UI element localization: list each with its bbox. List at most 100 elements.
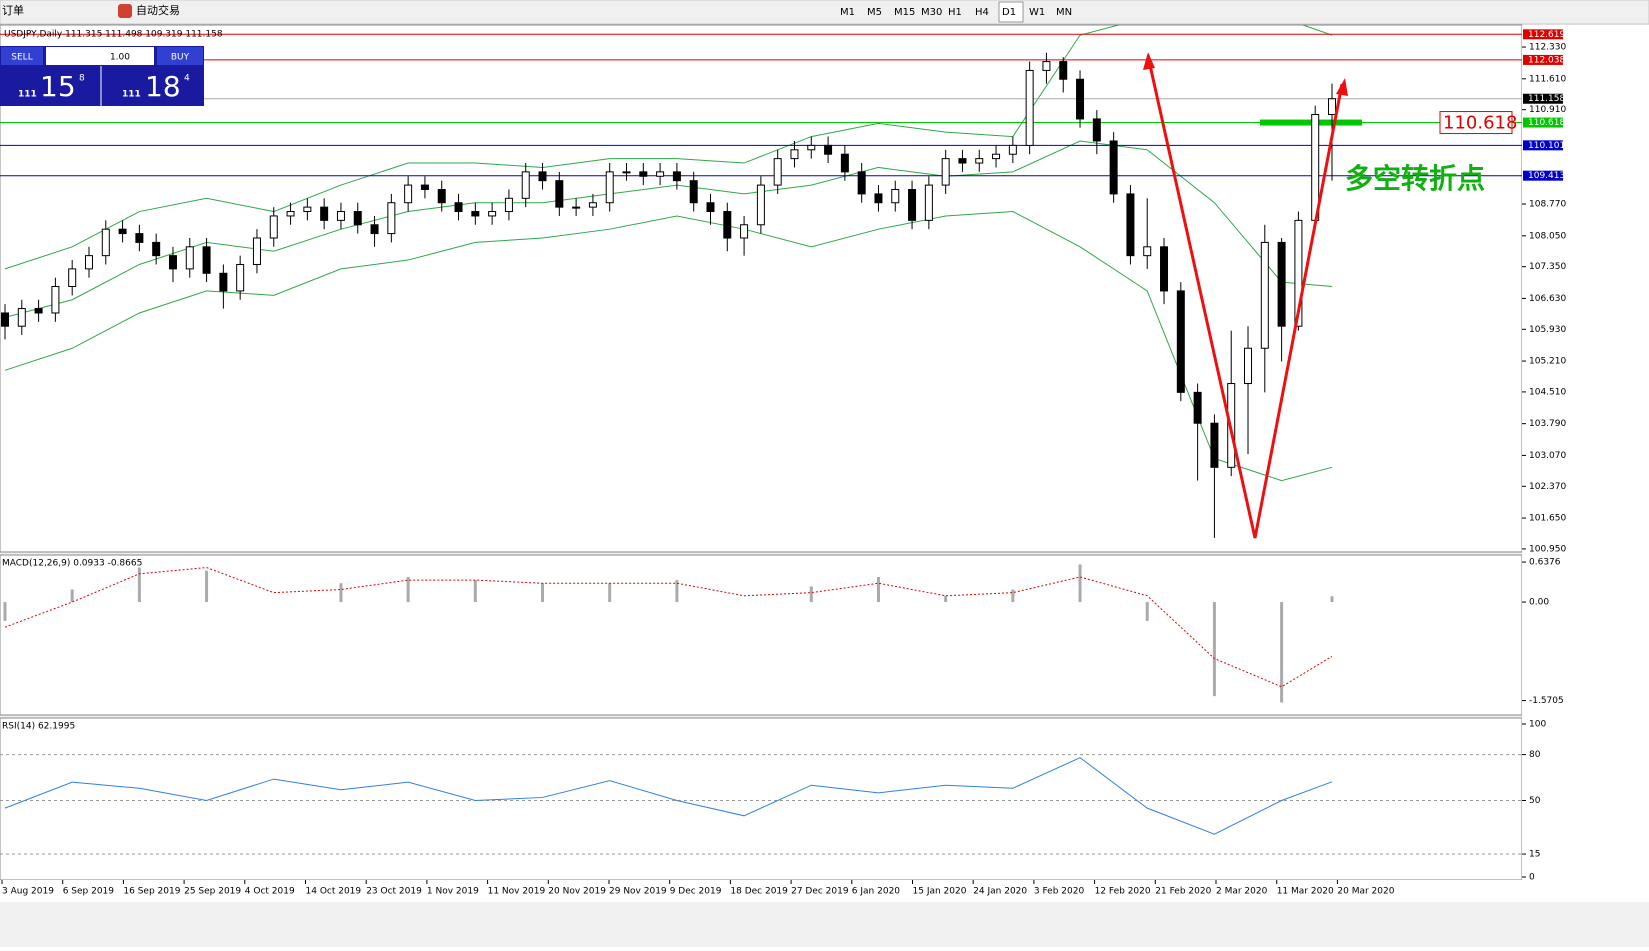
candle-body [353, 211, 362, 226]
candle-body [622, 171, 631, 174]
candle-body [51, 286, 60, 314]
main-panel [0, 24, 1523, 553]
candle-body [17, 308, 26, 327]
x-tick-label: 25 Sep 2019 [184, 887, 241, 897]
candle-body [555, 180, 564, 208]
macd-title: MACD(12,26,9) 0.0933 -0.8665 [2, 559, 142, 569]
x-tick-label: 27 Dec 2019 [791, 887, 849, 897]
candle-body [1160, 246, 1169, 292]
candle-body [504, 197, 513, 213]
y-tick-label: 0.6376 [1529, 558, 1561, 568]
y-tick-label: 15 [1529, 850, 1540, 860]
candle-body [336, 211, 345, 221]
x-tick-label: 23 Oct 2019 [366, 887, 422, 897]
candle-body [286, 211, 295, 217]
candle-body [1210, 422, 1219, 468]
turn-label: 110.618 [1443, 113, 1517, 134]
arrow-head [1143, 52, 1155, 70]
candle-body [656, 171, 665, 177]
level-label: 110.618 [1528, 118, 1565, 128]
candle-body [387, 202, 396, 235]
auto-trade[interactable]: 自动交易 [136, 3, 180, 17]
rsi-panel [0, 717, 1523, 881]
candle-body [1042, 61, 1051, 71]
y-tick-label: 110.910 [1529, 105, 1566, 115]
timeframe[interactable]: M1 [840, 7, 855, 18]
x-tick-label: 29 Nov 2019 [609, 887, 667, 897]
candle-body [958, 158, 967, 164]
x-tick-label: 2 Mar 2020 [1216, 887, 1268, 897]
candle-body [1092, 118, 1101, 142]
x-tick-label: 3 Feb 2020 [1034, 887, 1085, 897]
buy-label[interactable]: BUY [171, 53, 190, 63]
candle-body [1076, 78, 1085, 120]
chart-title: USDJPY,Daily 111.315 111.498 109.319 111… [4, 30, 223, 40]
timeframe[interactable]: H4 [975, 7, 989, 18]
level-label: 111.158 [1528, 94, 1565, 104]
candle-body [202, 246, 211, 274]
candle-body [34, 308, 43, 314]
timeframe[interactable]: M30 [921, 7, 942, 18]
timeframe[interactable]: W1 [1029, 7, 1045, 18]
candle-body [672, 171, 681, 182]
candle-body [538, 171, 547, 182]
candle-body [84, 255, 93, 270]
candle-body [1193, 391, 1202, 424]
level-tag [1523, 54, 1563, 65]
timeframe[interactable]: M5 [867, 7, 882, 18]
auto-trade-icon[interactable] [118, 4, 132, 18]
timeframe[interactable]: MN [1056, 7, 1072, 18]
candle-body [1025, 69, 1034, 146]
lots[interactable]: 1.00 [110, 53, 130, 63]
level-label: 112.619 [1528, 30, 1565, 40]
y-tick-label: 112.330 [1529, 43, 1566, 53]
candle-body [488, 211, 497, 217]
sell-button[interactable] [1, 47, 43, 65]
timeframe[interactable]: D1 [1002, 7, 1016, 18]
x-tick-label: 15 Jan 2020 [913, 887, 967, 897]
buy-button[interactable] [157, 47, 203, 65]
candle-body [420, 184, 429, 190]
toolbar [0, 0, 1649, 25]
x-tick-label: 16 Sep 2019 [123, 887, 180, 897]
candle-body [572, 206, 581, 209]
y-tick-label: 101.650 [1529, 514, 1566, 524]
timeframe[interactable]: H1 [948, 7, 962, 18]
candle-body [756, 184, 765, 226]
ask-big: 111 [122, 90, 141, 100]
sell-label[interactable]: SELL [11, 53, 32, 63]
bid-main: 15 [40, 70, 76, 103]
y-tick-label: 103.790 [1529, 419, 1566, 429]
candle-body [1, 312, 9, 327]
candle-body [219, 272, 228, 292]
candle-body [471, 211, 480, 217]
timeframe[interactable]: M15 [894, 7, 915, 18]
candle-body [908, 188, 917, 221]
candle-body [370, 224, 379, 235]
y-tick-label: 80 [1529, 750, 1541, 760]
lots-input[interactable] [46, 47, 154, 65]
y-tick-label: 0.00 [1529, 598, 1549, 608]
y-tick-label: 100.950 [1529, 544, 1566, 554]
ask-main: 18 [145, 70, 181, 103]
candle-body [1126, 193, 1135, 257]
candle-body [840, 153, 849, 173]
x-tick-label: 14 Oct 2019 [306, 887, 362, 897]
bollinger-upper [4, 25, 1333, 270]
turn-label-box [1439, 111, 1513, 135]
candle-body [68, 268, 77, 288]
y-tick-label: 50 [1529, 796, 1541, 806]
candle-body [454, 202, 463, 213]
rsi-line [4, 757, 1333, 835]
new-order[interactable]: 订单 [2, 4, 24, 17]
candle-body [706, 202, 715, 213]
candle-body [874, 193, 883, 204]
bid-small: 8 [79, 74, 85, 84]
candle-body [924, 184, 933, 221]
x-tick-label: 4 Oct 2019 [245, 887, 295, 897]
candle-body [723, 211, 732, 239]
candle-body [1059, 61, 1068, 80]
x-tick-label: 11 Mar 2020 [1277, 887, 1334, 897]
x-tick-label: 1 Nov 2019 [427, 887, 479, 897]
candle-body [941, 158, 950, 186]
